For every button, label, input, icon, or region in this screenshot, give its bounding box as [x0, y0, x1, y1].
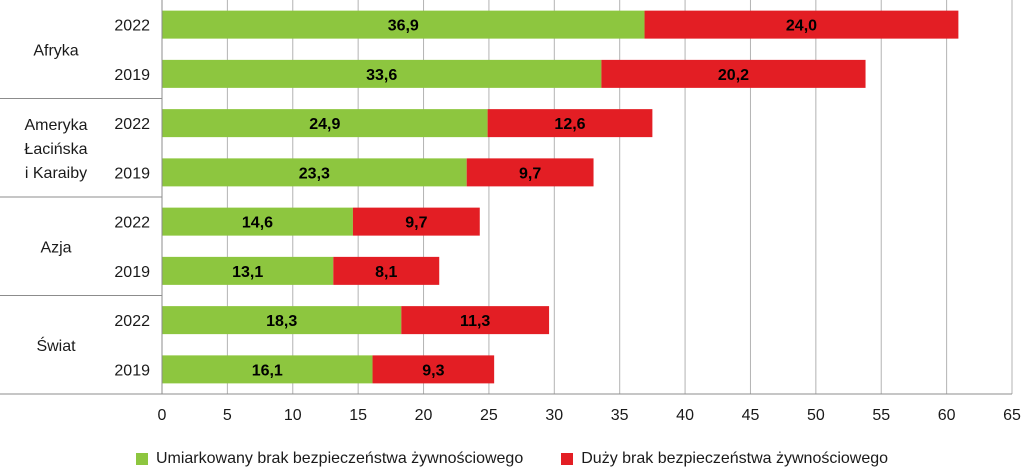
bar-segment-moderate [162, 10, 645, 39]
x-tick-label: 0 [158, 407, 167, 424]
bar-segment-moderate [162, 306, 402, 335]
legend-label-moderate: Umiarkowany brak bezpieczeństwa żywności… [155, 450, 524, 467]
bar-segment-moderate [162, 207, 353, 236]
x-tick-label: 15 [349, 407, 367, 424]
data-label: 9,3 [422, 362, 444, 379]
data-label: 14,6 [242, 215, 273, 232]
data-label: 12,6 [554, 116, 585, 133]
legend-item-moderate: Umiarkowany brak bezpieczeństwa żywności… [135, 450, 524, 468]
bar-segment-moderate [162, 59, 602, 88]
data-label: 33,6 [366, 67, 397, 84]
x-tick-label: 35 [611, 407, 629, 424]
x-tick-label: 25 [480, 407, 498, 424]
x-tick-label: 55 [872, 407, 890, 424]
bar-segment-severe [466, 158, 594, 187]
legend-swatch-severe [561, 453, 574, 465]
bar-segment-severe [487, 109, 653, 138]
category-label: i Karaiby [25, 165, 87, 182]
legend: Umiarkowany brak bezpieczeństwa żywności… [0, 450, 1024, 468]
year-label: 2022 [114, 116, 150, 133]
data-label: 24,0 [786, 18, 817, 35]
data-label: 9,7 [405, 215, 427, 232]
year-label: 2022 [114, 313, 150, 330]
data-label: 20,2 [718, 67, 749, 84]
bar-segment-severe [644, 10, 959, 39]
bar-segment-moderate [162, 158, 467, 187]
bar-segment-severe [333, 256, 440, 285]
bar-segment-severe [372, 355, 495, 384]
x-tick-label: 50 [807, 407, 825, 424]
category-label: Świat [36, 336, 76, 355]
data-label: 11,3 [460, 313, 490, 330]
bar-segment-moderate [162, 109, 488, 138]
data-label: 36,9 [388, 18, 419, 35]
category-label: Azja [40, 239, 71, 256]
x-tick-label: 20 [415, 407, 433, 424]
x-tick-label: 45 [742, 407, 760, 424]
category-label: Afryka [33, 42, 78, 59]
data-label: 18,3 [266, 313, 297, 330]
year-label: 2022 [114, 18, 150, 35]
year-label: 2019 [114, 67, 150, 84]
year-label: 2022 [114, 215, 150, 232]
bar-segment-severe [601, 59, 866, 88]
category-label: Łacińska [24, 141, 87, 158]
legend-swatch-moderate [135, 453, 148, 465]
bar-segment-moderate [162, 355, 373, 384]
x-tick-label: 5 [223, 407, 232, 424]
legend-item-severe: Duży brak bezpieczeństwa żywnościowego [561, 450, 888, 468]
data-label: 13,1 [232, 264, 263, 281]
bar-segment-severe [401, 306, 550, 335]
x-tick-label: 30 [545, 407, 563, 424]
year-label: 2019 [114, 165, 150, 182]
data-label: 24,9 [309, 116, 340, 133]
x-tick-label: 60 [938, 407, 956, 424]
year-label: 2019 [114, 362, 150, 379]
bar-segment-moderate [162, 256, 334, 285]
stacked-bar-chart: 36,9 24,0 2022 33,6 20,2 2019 Afryka 24,9 12,6 20… [0, 0, 1021, 424]
data-label: 8,1 [375, 264, 397, 281]
x-tick-label: 10 [284, 407, 302, 424]
bar-segment-severe [352, 207, 480, 236]
category-label: Ameryka [24, 117, 87, 134]
data-label: 23,3 [299, 165, 330, 182]
legend-label-severe: Duży brak bezpieczeństwa żywnościowego [581, 450, 889, 467]
data-label: 16,1 [252, 362, 283, 379]
x-tick-label: 65 [1003, 407, 1021, 424]
data-label: 9,7 [519, 165, 541, 182]
x-tick-label: 40 [676, 407, 694, 424]
year-label: 2019 [114, 264, 150, 281]
